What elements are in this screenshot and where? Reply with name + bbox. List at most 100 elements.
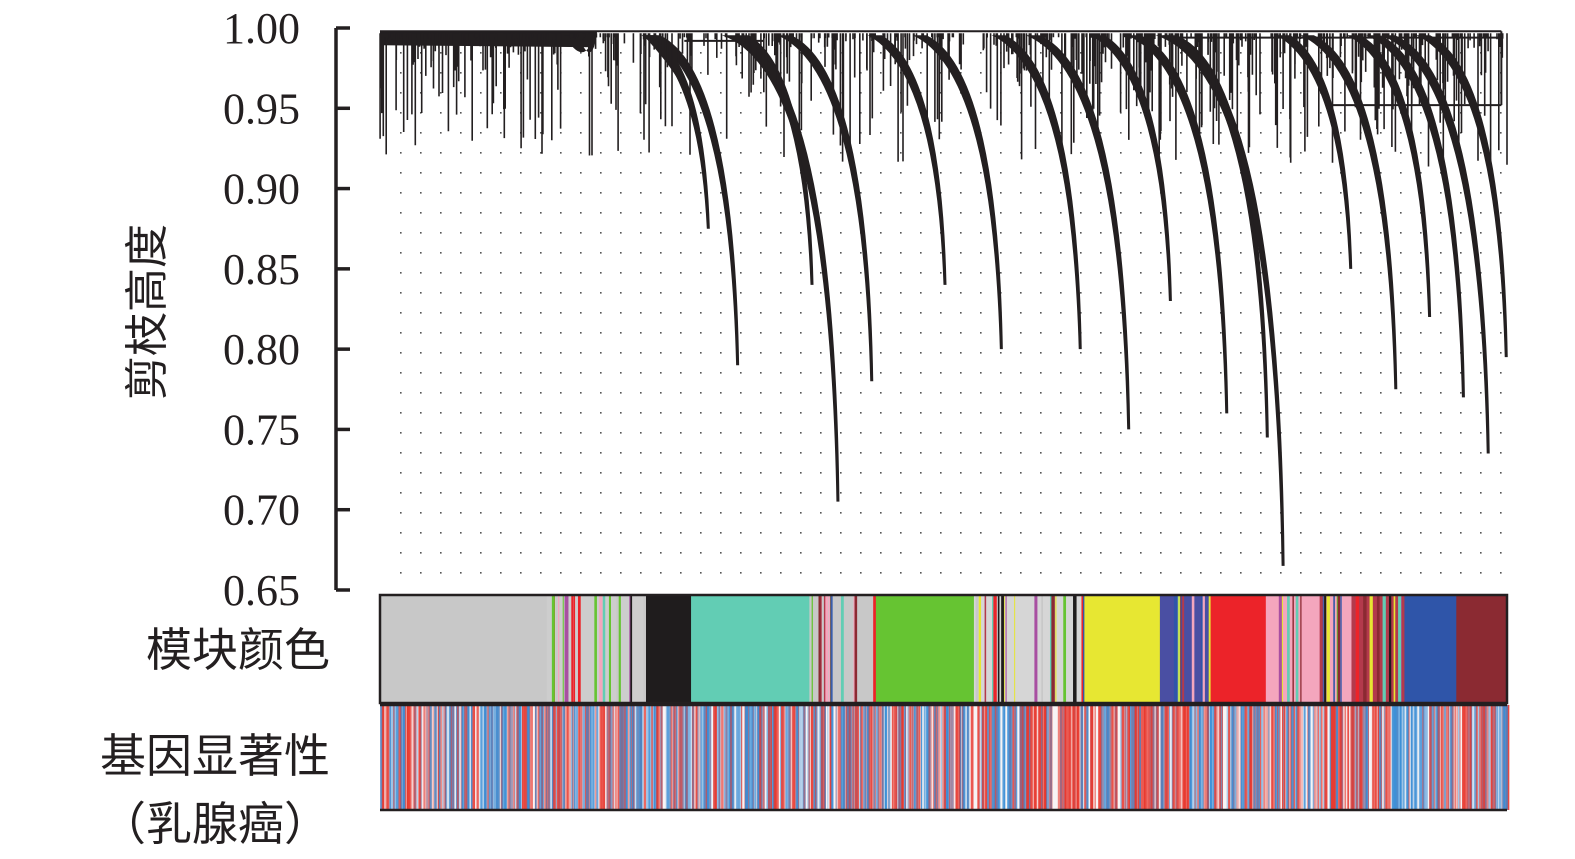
significance-stripe bbox=[601, 705, 604, 810]
significance-stripe bbox=[706, 705, 708, 810]
significance-stripe bbox=[1039, 705, 1043, 810]
significance-stripe bbox=[847, 705, 851, 810]
significance-stripe bbox=[891, 705, 894, 810]
significance-stripe bbox=[395, 705, 398, 810]
significance-stripe bbox=[1228, 705, 1231, 810]
significance-stripe bbox=[1325, 705, 1328, 810]
significance-stripe bbox=[1184, 705, 1187, 810]
significance-stripe bbox=[1028, 705, 1031, 810]
significance-stripe bbox=[756, 705, 760, 810]
significance-stripe bbox=[1425, 705, 1428, 810]
significance-stripe bbox=[418, 705, 421, 810]
significance-stripe bbox=[1461, 705, 1464, 810]
significance-stripe bbox=[688, 705, 691, 810]
module-color-stripe bbox=[1063, 595, 1067, 703]
significance-stripe bbox=[798, 705, 801, 810]
significance-stripe bbox=[640, 705, 642, 810]
significance-stripe bbox=[835, 705, 837, 810]
significance-stripe bbox=[1090, 705, 1093, 810]
module-color-stripe bbox=[1363, 595, 1367, 703]
significance-stripe bbox=[1012, 705, 1014, 810]
significance-stripe bbox=[506, 705, 510, 810]
significance-stripe bbox=[441, 705, 443, 810]
y-tick-label: 0.85 bbox=[223, 245, 300, 294]
significance-stripe bbox=[409, 705, 411, 810]
module-color-stripe bbox=[984, 595, 987, 703]
significance-stripe bbox=[562, 705, 565, 810]
significance-stripe bbox=[685, 705, 688, 810]
significance-stripe bbox=[951, 705, 953, 810]
significance-stripe bbox=[979, 705, 981, 810]
significance-stripe bbox=[813, 705, 815, 810]
significance-stripe bbox=[525, 705, 528, 810]
significance-stripe bbox=[660, 705, 662, 810]
significance-stripe bbox=[1449, 705, 1453, 810]
significance-stripe bbox=[1362, 705, 1365, 810]
significance-stripe bbox=[1021, 705, 1023, 810]
module-color-stripe bbox=[1369, 595, 1373, 703]
module-color-block bbox=[875, 595, 975, 703]
significance-stripe bbox=[553, 705, 556, 810]
significance-stripe bbox=[1498, 705, 1502, 810]
module-color-label: 模块颜色 bbox=[146, 623, 330, 677]
significance-stripe bbox=[919, 705, 921, 810]
module-color-block bbox=[380, 595, 548, 703]
significance-stripe bbox=[1371, 705, 1374, 810]
dendrogram-branch bbox=[991, 35, 1082, 350]
significance-stripe bbox=[857, 705, 859, 810]
significance-stripe bbox=[950, 705, 953, 810]
module-color-border bbox=[378, 593, 1509, 705]
significance-stripe bbox=[403, 705, 406, 810]
module-color-block bbox=[973, 595, 1085, 703]
significance-stripe bbox=[607, 705, 610, 810]
significance-stripe bbox=[1239, 705, 1241, 810]
significance-stripe bbox=[1124, 705, 1127, 810]
significance-stripe bbox=[497, 705, 500, 810]
significance-stripe bbox=[1291, 705, 1294, 810]
significance-stripe bbox=[1009, 705, 1012, 810]
significance-stripe bbox=[543, 705, 547, 810]
significance-stripe bbox=[843, 705, 846, 810]
significance-stripe bbox=[737, 705, 740, 810]
significance-stripe bbox=[699, 705, 701, 810]
significance-stripe bbox=[1010, 705, 1013, 810]
significance-stripe bbox=[516, 705, 519, 810]
significance-stripe bbox=[1086, 705, 1089, 810]
module-color-block bbox=[645, 595, 692, 703]
significance-stripe bbox=[1424, 705, 1427, 810]
significance-stripe bbox=[1156, 705, 1159, 810]
significance-stripe bbox=[1240, 705, 1243, 810]
significance-stripe bbox=[451, 705, 455, 810]
significance-stripe bbox=[917, 705, 920, 810]
significance-stripe bbox=[839, 705, 842, 810]
significance-stripe bbox=[573, 705, 575, 810]
significance-stripe bbox=[815, 705, 818, 810]
module-color-stripe bbox=[573, 595, 576, 703]
significance-stripe bbox=[519, 705, 522, 810]
significance-stripe bbox=[1073, 705, 1076, 810]
significance-stripe bbox=[557, 705, 560, 810]
significance-stripe bbox=[1230, 705, 1233, 810]
significance-stripe bbox=[572, 705, 575, 810]
significance-stripe bbox=[638, 705, 641, 810]
significance-stripe bbox=[1002, 705, 1005, 810]
y-tick-label: 0.90 bbox=[223, 165, 300, 214]
significance-stripe bbox=[1175, 705, 1178, 810]
significance-stripe bbox=[745, 705, 749, 810]
significance-stripe bbox=[546, 705, 549, 810]
significance-stripe bbox=[881, 705, 884, 810]
significance-stripe bbox=[864, 705, 867, 810]
significance-stripe bbox=[483, 705, 487, 810]
significance-stripe bbox=[872, 705, 875, 810]
significance-stripe bbox=[1123, 705, 1125, 810]
significance-stripe bbox=[614, 705, 618, 810]
significance-stripe bbox=[1422, 705, 1425, 810]
significance-stripe bbox=[438, 705, 441, 810]
y-tick-label: 0.80 bbox=[223, 325, 300, 374]
significance-stripe bbox=[878, 705, 882, 810]
module-color-stripe bbox=[1178, 595, 1180, 703]
significance-stripe bbox=[1502, 705, 1504, 810]
significance-stripe bbox=[697, 705, 699, 810]
significance-stripe bbox=[1256, 705, 1259, 810]
significance-stripe bbox=[706, 705, 708, 810]
